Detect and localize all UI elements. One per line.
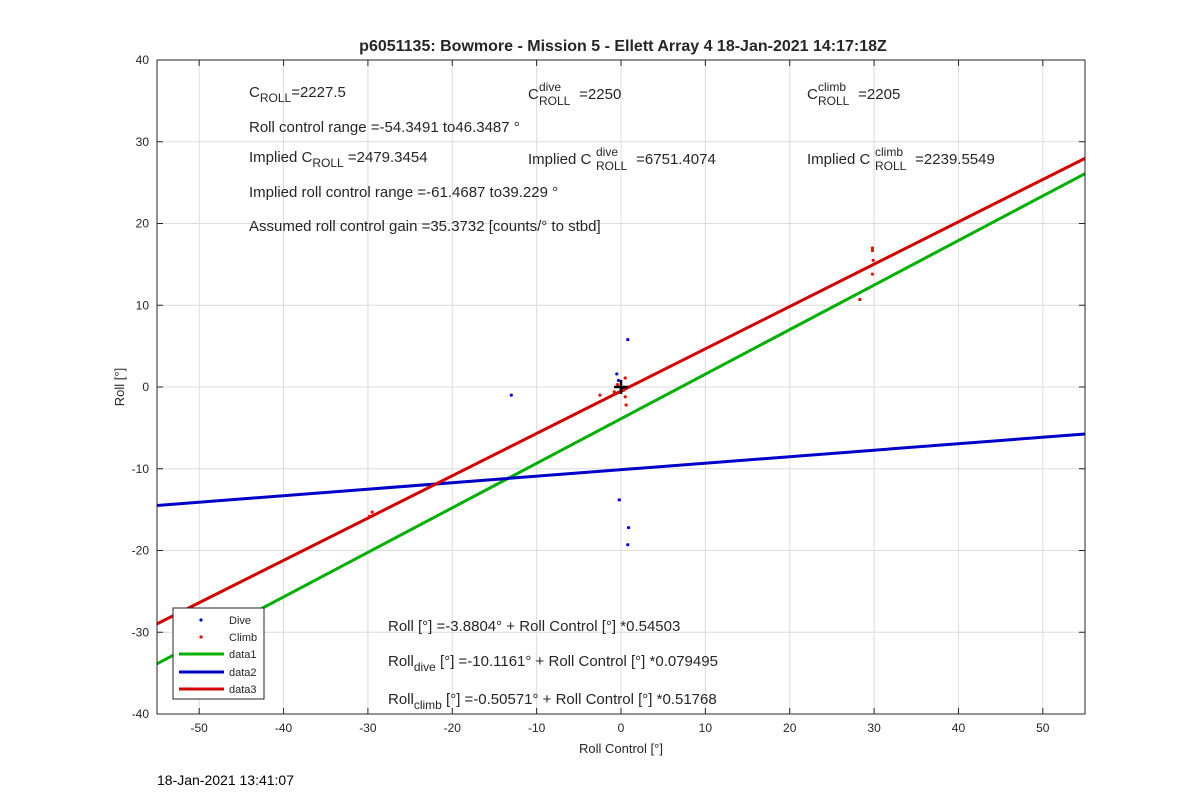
- y-tick-label: -30: [132, 625, 150, 639]
- y-tick-label: 20: [136, 217, 150, 231]
- annotation-roll-control-range: Roll control range =-54.3491 to46.3487 °: [249, 119, 520, 136]
- legend-item-data1: data1: [179, 649, 257, 661]
- annotation-c-roll-dive: Cdive ROLL =2250: [528, 80, 621, 108]
- y-tick-label: -20: [132, 544, 150, 558]
- climb-point: [870, 246, 875, 250]
- climb-point: [623, 376, 627, 380]
- x-tick-label: 50: [1036, 721, 1050, 735]
- legend-item-data2: data2: [179, 667, 257, 679]
- chart-title: p6051135: Bowmore - Mission 5 - Ellett A…: [359, 38, 887, 55]
- climb-point: [621, 388, 626, 392]
- climb-point: [871, 258, 875, 262]
- climb-point: [370, 510, 374, 514]
- y-tick-label: -10: [132, 462, 150, 476]
- y-tick-label: 0: [142, 380, 149, 394]
- climb-point: [858, 297, 862, 302]
- climb-point: [623, 395, 627, 399]
- legend: Dive Climb data1 data2 data3: [172, 607, 265, 700]
- y-tick-label: -40: [132, 707, 150, 721]
- annotation-fit-dive: Rolldive [°] =-10.1161° + Roll Control […: [388, 653, 718, 674]
- legend-item-data3: data3: [179, 684, 257, 696]
- x-tick-label: -50: [191, 721, 209, 735]
- scatter-points: [367, 246, 875, 547]
- origin-marker: [614, 380, 628, 394]
- annotation-c-roll-climb: Cclimb ROLL =2205: [807, 80, 900, 108]
- fit-line-data1: [156, 172, 1086, 666]
- annotation-implied-range: Implied roll control range =-61.4687 to3…: [249, 184, 558, 201]
- climb-point: [870, 272, 875, 276]
- x-axis-label: Roll Control [°]: [579, 741, 663, 756]
- fit-line-data2: [156, 432, 1086, 507]
- y-axis-label: Roll [°]: [112, 368, 127, 406]
- x-tick-label: 10: [699, 721, 713, 735]
- y-tick-label: 10: [136, 298, 150, 312]
- annotation-gain: Assumed roll control gain =35.3732 [coun…: [249, 218, 601, 235]
- climb-point: [367, 514, 372, 518]
- climb-point: [612, 390, 616, 394]
- x-tick-label: -30: [359, 721, 377, 735]
- footer-timestamp: 18-Jan-2021 13:41:07: [157, 772, 294, 788]
- legend-dive-label: Dive: [229, 615, 251, 627]
- x-axis-ticks: -50 -40 -30 -20 -10 0 10 20 30 40 50: [191, 60, 1050, 735]
- legend-dive-marker: [199, 618, 203, 622]
- annotation-c-roll: CROLL=2227.5: [249, 84, 346, 105]
- x-tick-label: 0: [618, 721, 625, 735]
- dive-point: [509, 393, 513, 397]
- legend-climb-label: Climb: [229, 632, 257, 644]
- annotation-fit-all: Roll [°] =-3.8804° + Roll Control [°] *0…: [388, 618, 680, 635]
- dive-point: [616, 378, 621, 383]
- dive-point: [626, 526, 631, 530]
- y-tick-label: 40: [136, 53, 150, 67]
- x-tick-label: -20: [444, 721, 462, 735]
- dive-point: [615, 372, 619, 376]
- climb-point: [598, 393, 602, 397]
- legend-item-climb: Climb: [199, 632, 257, 644]
- dive-point: [617, 498, 621, 502]
- x-tick-label: 30: [867, 721, 881, 735]
- climb-point: [616, 382, 620, 387]
- x-tick-label: 40: [952, 721, 966, 735]
- annotation-fit-climb: Rollclimb [°] =-0.50571° + Roll Control …: [388, 691, 717, 712]
- legend-climb-marker: [199, 635, 203, 639]
- dive-point: [626, 543, 630, 547]
- climb-point: [870, 248, 875, 253]
- x-tick-label: -40: [275, 721, 293, 735]
- climb-point: [624, 403, 628, 407]
- x-tick-label: -10: [528, 721, 546, 735]
- annotation-implied-c-roll: Implied CROLL =2479.3454: [249, 149, 428, 170]
- legend-data3-label: data3: [229, 684, 257, 696]
- y-tick-label: 30: [136, 135, 150, 149]
- dive-point: [626, 337, 630, 342]
- x-tick-label: 20: [783, 721, 797, 735]
- y-axis-ticks: -40 -30 -20 -10 0 10 20 30 40: [132, 53, 1085, 721]
- legend-data2-label: data2: [229, 667, 257, 679]
- legend-data1-label: data1: [229, 649, 257, 661]
- legend-item-dive: Dive: [199, 615, 251, 627]
